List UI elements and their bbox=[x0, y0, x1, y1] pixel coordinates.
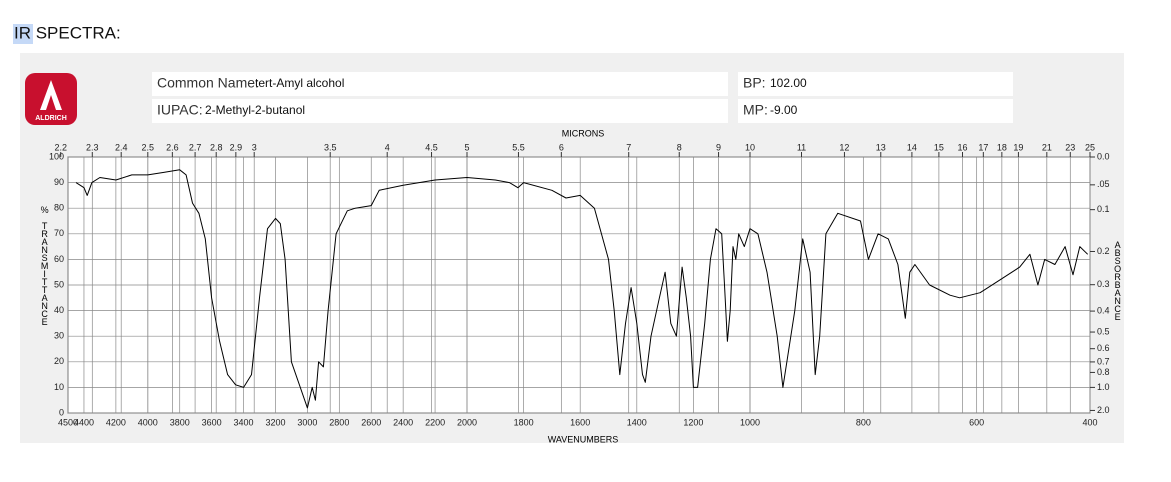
x2-tick-label: 15 bbox=[934, 142, 944, 152]
x2-tick-label: 3.5 bbox=[324, 142, 337, 152]
x-tick-label: 2000 bbox=[457, 417, 477, 427]
mp: -9.00 bbox=[770, 103, 798, 117]
y2-tick-label: 0.7 bbox=[1097, 356, 1110, 366]
x-tick-label: 1200 bbox=[683, 417, 703, 427]
x2-tick-label: 16 bbox=[957, 142, 967, 152]
y2-tick-label: .05 bbox=[1097, 179, 1110, 189]
y-tick-label: 30 bbox=[54, 331, 64, 341]
x2-tick-label: 11 bbox=[797, 142, 806, 152]
x2-tick-label: 8 bbox=[677, 142, 682, 152]
y-tick-label: 40 bbox=[54, 305, 64, 315]
x2-tick-label: 2.6 bbox=[166, 142, 179, 152]
label: MP: bbox=[743, 102, 768, 118]
x2-tick-label: 10 bbox=[745, 142, 755, 152]
spectrum-line bbox=[75, 169, 1089, 409]
y-tick-label: 90 bbox=[54, 177, 64, 187]
x2-tick-label: 18 bbox=[997, 142, 1007, 152]
x-tick-label: 800 bbox=[856, 417, 871, 427]
y-axis-label: % TRANSMITTANCE bbox=[40, 205, 50, 325]
x-tick-label: 4200 bbox=[106, 417, 126, 427]
label: Common Name: bbox=[157, 75, 259, 91]
x-tick-label: 1800 bbox=[514, 417, 534, 427]
x2-tick-label: 5.5 bbox=[512, 142, 525, 152]
y-tick-label: 80 bbox=[54, 203, 64, 213]
x-tick-label: 1000 bbox=[740, 417, 760, 427]
heading: IR SPECTRA: bbox=[14, 23, 121, 42]
x2-tick-label: 2.3 bbox=[86, 142, 99, 152]
y-tick-label: 60 bbox=[54, 254, 64, 264]
x-tick-label: 4500 bbox=[58, 417, 78, 427]
logo-text: ALDRICH bbox=[35, 115, 67, 122]
x-tick-label: 600 bbox=[969, 417, 984, 427]
y2-tick-label: 0.3 bbox=[1097, 279, 1110, 289]
x-tick-label: 3200 bbox=[265, 417, 285, 427]
bp: 102.00 bbox=[770, 76, 807, 90]
y2-tick-label: 1.0 bbox=[1097, 382, 1110, 392]
x-tick-label: 3800 bbox=[170, 417, 190, 427]
x-tick-label: 3400 bbox=[234, 417, 254, 427]
x2-tick-label: 2.5 bbox=[142, 142, 155, 152]
x2-tick-label: 2.4 bbox=[115, 142, 128, 152]
x-tick-label: 1400 bbox=[627, 417, 647, 427]
x2-tick-label: 3 bbox=[252, 142, 257, 152]
x-tick-label: 3000 bbox=[297, 417, 317, 427]
y2-tick-label: 0.5 bbox=[1097, 326, 1110, 336]
y2-tick-label: 0.0 bbox=[1097, 151, 1110, 161]
label: IUPAC: bbox=[157, 102, 203, 118]
y-tick-label: 0 bbox=[59, 407, 64, 417]
y2-tick-label: 0.4 bbox=[1097, 305, 1110, 315]
y-tick-label: 20 bbox=[54, 356, 64, 366]
x2-tick-label: 4 bbox=[385, 142, 390, 152]
x2-tick-label: 9 bbox=[716, 142, 721, 152]
x2-tick-label: 19 bbox=[1013, 142, 1023, 152]
bp-box bbox=[738, 72, 1013, 96]
x-axis-label: WAVENUMBERS bbox=[548, 434, 619, 444]
y-tick-label: 10 bbox=[54, 382, 64, 392]
iupac-box bbox=[152, 99, 728, 123]
x2-tick-label: 23 bbox=[1065, 142, 1075, 152]
x2-tick-label: 21 bbox=[1042, 142, 1052, 152]
x2-tick-label: 2.2 bbox=[54, 142, 67, 152]
x-tick-label: 400 bbox=[1082, 417, 1097, 427]
x-tick-label: 2400 bbox=[393, 417, 413, 427]
x-tick-label: 3600 bbox=[202, 417, 222, 427]
name-box bbox=[152, 72, 728, 96]
x2-tick-label: 25 bbox=[1085, 142, 1095, 152]
label: BP: bbox=[743, 75, 766, 91]
x2-tick-label: 17 bbox=[978, 142, 988, 152]
x2-tick-label: 2.9 bbox=[230, 142, 243, 152]
x2-tick-label: 2.8 bbox=[210, 142, 223, 152]
x-tick-label: 2200 bbox=[425, 417, 445, 427]
iupac-name: 2-Methyl-2-butanol bbox=[205, 103, 305, 117]
y-tick-label: 70 bbox=[54, 228, 64, 238]
x-tick-label: 2800 bbox=[329, 417, 349, 427]
x2-tick-label: 4.5 bbox=[425, 142, 438, 152]
x2-tick-label: 6 bbox=[559, 142, 564, 152]
y2-axis-label: ABSORBANCE bbox=[1113, 240, 1123, 320]
common-name: tert-Amyl alcohol bbox=[255, 76, 344, 90]
x2-tick-label: 7 bbox=[626, 142, 631, 152]
y2-tick-label: 0.1 bbox=[1097, 204, 1110, 214]
x-tick-label: 1600 bbox=[570, 417, 590, 427]
x2-tick-label: 14 bbox=[907, 142, 917, 152]
mp-box bbox=[738, 99, 1013, 123]
y-tick-label: 100 bbox=[49, 151, 64, 161]
x-tick-label: 4400 bbox=[74, 417, 94, 427]
x2-tick-label: 12 bbox=[839, 142, 849, 152]
x2-axis-label: MICRONS bbox=[562, 128, 605, 138]
y2-tick-label: 0.2 bbox=[1097, 246, 1110, 256]
y2-tick-label: 2.0 bbox=[1097, 405, 1110, 415]
y2-tick-label: 0.8 bbox=[1097, 367, 1110, 377]
y2-tick-label: 0.6 bbox=[1097, 343, 1110, 353]
highlight bbox=[13, 24, 33, 44]
x2-tick-label: 13 bbox=[876, 142, 886, 152]
x-tick-label: 4000 bbox=[138, 417, 158, 427]
y-tick-label: 50 bbox=[54, 279, 64, 289]
logo: ALDRICH bbox=[25, 73, 77, 125]
x2-tick-label: 2.7 bbox=[189, 142, 202, 152]
x-tick-label: 2600 bbox=[361, 417, 381, 427]
x2-tick-label: 5 bbox=[464, 142, 469, 152]
